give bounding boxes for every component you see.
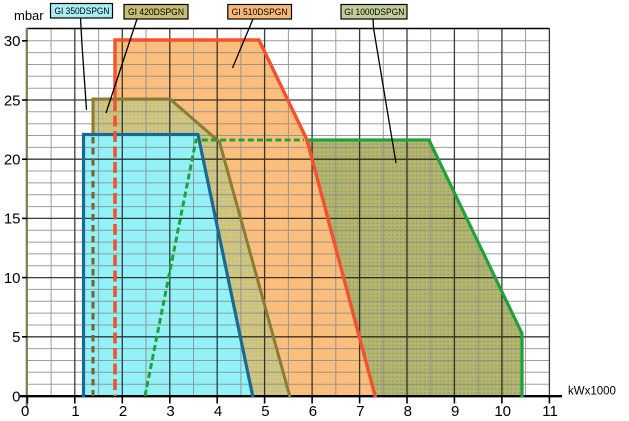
svg-text:20: 20 bbox=[4, 152, 21, 169]
svg-text:GI 350DSPGN: GI 350DSPGN bbox=[55, 6, 110, 17]
svg-text:3: 3 bbox=[166, 403, 174, 420]
svg-text:2: 2 bbox=[119, 403, 127, 420]
svg-text:10: 10 bbox=[4, 270, 21, 287]
svg-text:0: 0 bbox=[21, 403, 29, 420]
svg-text:7: 7 bbox=[356, 403, 364, 420]
svg-text:9: 9 bbox=[451, 403, 459, 420]
svg-text:15: 15 bbox=[4, 211, 21, 228]
svg-text:GI 420DSPGN: GI 420DSPGN bbox=[128, 7, 184, 18]
svg-text:11: 11 bbox=[542, 403, 558, 420]
svg-text:4: 4 bbox=[214, 403, 222, 420]
svg-text:5: 5 bbox=[12, 329, 20, 346]
svg-text:mbar: mbar bbox=[14, 8, 44, 23]
svg-text:30: 30 bbox=[4, 33, 21, 50]
svg-text:25: 25 bbox=[4, 92, 21, 109]
svg-text:GI 1000DSPGN: GI 1000DSPGN bbox=[344, 7, 404, 18]
svg-text:kWx1000: kWx1000 bbox=[568, 386, 616, 398]
svg-text:8: 8 bbox=[404, 403, 412, 420]
svg-text:10: 10 bbox=[494, 403, 511, 420]
svg-text:1: 1 bbox=[71, 403, 79, 420]
svg-text:5: 5 bbox=[261, 403, 269, 420]
svg-text:6: 6 bbox=[309, 403, 317, 420]
svg-text:GI 510DSPGN: GI 510DSPGN bbox=[232, 7, 288, 18]
svg-text:0: 0 bbox=[12, 388, 20, 405]
